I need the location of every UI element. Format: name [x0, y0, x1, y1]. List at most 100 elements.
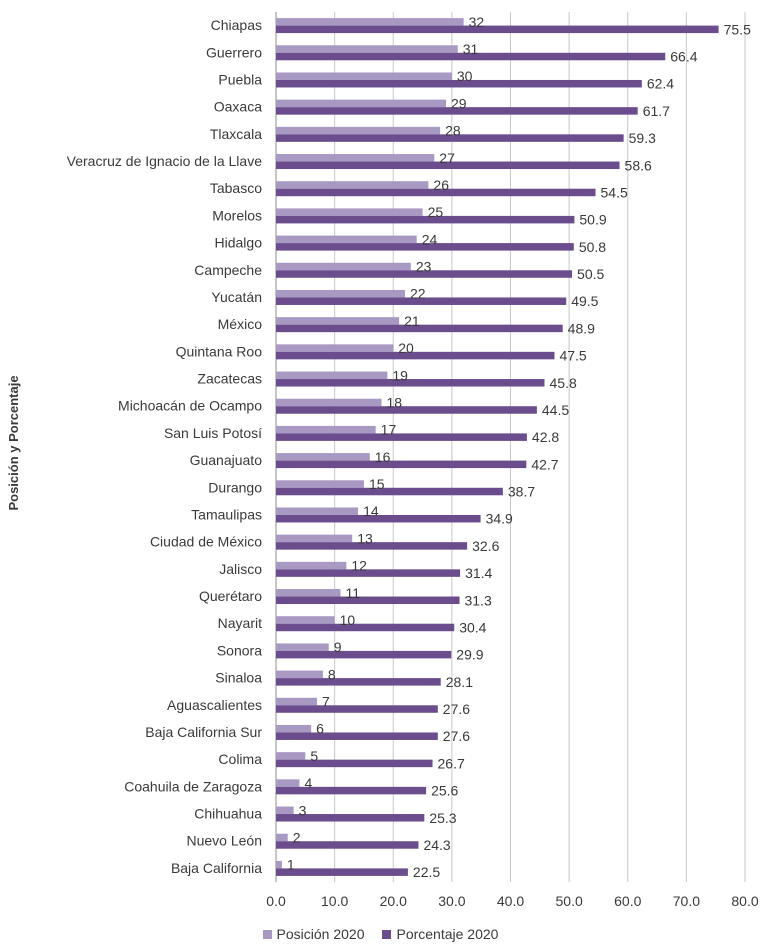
bar-porcentaje [276, 243, 574, 251]
bar-porcentaje [276, 351, 555, 360]
bar-porcentaje [276, 324, 563, 333]
category-label: Durango [208, 479, 262, 495]
data-label-posicion: 6 [316, 721, 324, 737]
data-label-porcentaje: 27.6 [443, 728, 470, 744]
bar-porcentaje [276, 542, 468, 550]
data-label-posicion: 2 [293, 829, 301, 845]
data-label-porcentaje: 25.6 [431, 783, 458, 799]
category-label: Puebla [218, 71, 262, 87]
data-label-posicion: 3 [299, 802, 307, 818]
category-label: Oaxaca [214, 99, 262, 115]
bar-porcentaje [276, 732, 438, 740]
bar-posicion [276, 344, 394, 352]
bar-posicion [276, 425, 376, 434]
data-label-porcentaje: 58.6 [625, 157, 652, 173]
data-label-porcentaje: 54.5 [601, 184, 628, 200]
category-label: Yucatán [211, 289, 262, 305]
bar-porcentaje [276, 596, 460, 605]
bar-posicion [276, 833, 288, 842]
data-label-posicion: 17 [381, 422, 397, 438]
category-labels: Chiapas Guerrero Puebla Oaxaca Tlaxcala Verac… [67, 17, 263, 876]
bar-porcentaje [276, 759, 433, 768]
data-label-porcentaje: 75.5 [724, 21, 751, 37]
data-label-posicion: 14 [363, 503, 379, 519]
data-label-porcentaje: 25.3 [429, 810, 456, 826]
data-label-porcentaje: 47.5 [559, 348, 586, 364]
data-label-porcentaje: 50.5 [577, 266, 604, 282]
bar-porcentaje [276, 270, 573, 278]
category-label: Guerrero [206, 44, 262, 60]
category-label: Sonora [217, 642, 262, 658]
data-label-posicion: 30 [457, 68, 473, 84]
category-label: Michoacán de Ocampo [118, 398, 262, 414]
data-label-porcentaje: 49.5 [571, 293, 598, 309]
bar-porcentaje [276, 379, 545, 387]
category-label: Veracruz de Ignacio de la Llave [67, 153, 263, 169]
legend-swatch-posicion [262, 929, 272, 939]
data-label-posicion: 21 [404, 313, 420, 329]
category-label: Baja California [171, 860, 262, 876]
data-label-posicion: 11 [345, 585, 360, 601]
category-label: Nuevo León [186, 833, 262, 849]
category-label: Tamaulipas [191, 506, 262, 522]
bar-posicion [276, 45, 458, 53]
data-label-posicion: 5 [310, 748, 318, 764]
category-label: Morelos [212, 207, 262, 223]
bar-porcentaje [276, 705, 438, 713]
bar-porcentaje [276, 487, 503, 496]
data-label-posicion: 12 [351, 558, 367, 574]
category-label: Tabasco [210, 180, 262, 196]
data-label-porcentaje: 32.6 [472, 538, 499, 554]
bar-porcentaje [276, 188, 596, 197]
category-label: Nayarit [218, 615, 262, 631]
bar-posicion [276, 398, 382, 407]
data-label-posicion: 22 [410, 286, 426, 302]
bar-porcentaje [276, 868, 408, 876]
bar-porcentaje [276, 814, 425, 822]
bar-porcentaje [276, 52, 666, 61]
bar-posicion [276, 371, 388, 380]
x-tick-label: 30.0 [438, 893, 465, 909]
bar-posicion [276, 752, 306, 760]
bar-porcentaje [276, 514, 481, 523]
data-label-porcentaje: 27.6 [443, 701, 470, 717]
bar-porcentaje [276, 678, 441, 686]
bar-porcentaje [276, 406, 537, 414]
data-label-porcentaje: 42.8 [532, 429, 559, 445]
bar-posicion [276, 589, 341, 597]
data-label-posicion: 28 [445, 123, 461, 139]
data-label-porcentaje: 34.9 [486, 511, 513, 527]
data-label-porcentaje: 48.9 [568, 320, 595, 336]
data-label-porcentaje: 30.4 [459, 619, 486, 635]
bar-posicion [276, 860, 282, 869]
data-label-posicion: 13 [357, 530, 373, 546]
data-label-posicion: 23 [416, 259, 432, 275]
category-label: Chiapas [211, 17, 262, 33]
x-tick-label: 60.0 [614, 893, 641, 909]
legend-label-porcentaje: Porcentaje 2020 [396, 926, 499, 942]
data-label-porcentaje: 45.8 [550, 375, 577, 391]
data-label-posicion: 15 [369, 476, 385, 492]
data-label-posicion: 24 [422, 231, 438, 247]
category-label: Guanajuato [190, 452, 263, 468]
legend-item-posicion: Posición 2020 [262, 924, 364, 944]
x-tick-label: 80.0 [731, 893, 758, 909]
x-tick-label: 10.0 [321, 893, 348, 909]
data-label-posicion: 32 [469, 14, 485, 30]
category-label: Coahuila de Zaragoza [124, 778, 262, 794]
y-axis-title: Posición y Porcentaje [6, 375, 21, 510]
data-label-posicion: 9 [334, 639, 342, 655]
data-label-posicion: 25 [428, 204, 444, 220]
bar-posicion [276, 262, 411, 271]
bar-posicion [276, 643, 329, 651]
bar-porcentaje [276, 786, 427, 795]
data-label-posicion: 20 [398, 340, 414, 356]
data-label-porcentaje: 22.5 [413, 864, 440, 880]
bar-porcentaje [276, 623, 455, 632]
bar-posicion [276, 99, 447, 108]
x-tick-label: 0.0 [266, 893, 286, 909]
bar-porcentaje [276, 650, 452, 659]
bar-posicion [276, 561, 347, 570]
data-label-porcentaje: 62.4 [647, 76, 674, 92]
